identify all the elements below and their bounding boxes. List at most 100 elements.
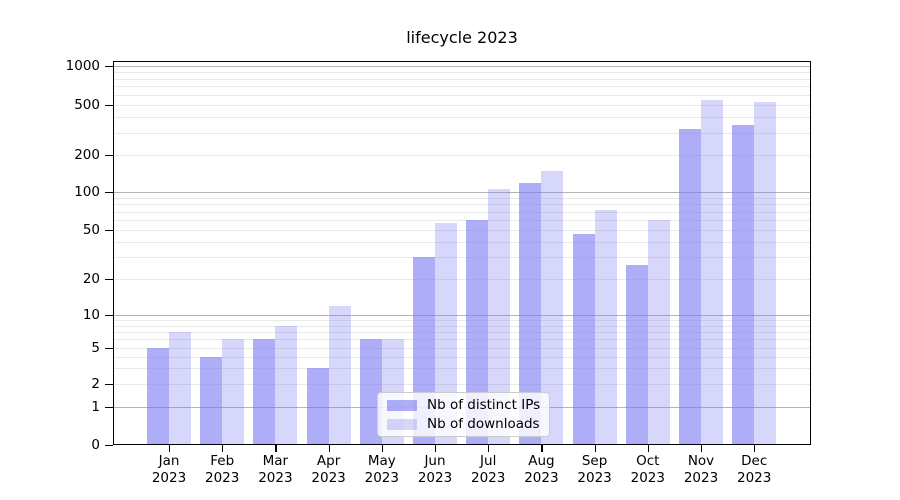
x-tick-mark: [488, 445, 490, 452]
y-tick-label: 2: [91, 376, 100, 392]
y-gridline-minor: [114, 94, 810, 96]
y-gridline-minor: [114, 331, 810, 333]
bar-distinct-ips-oct: [625, 264, 648, 444]
x-tick-mark: [169, 445, 171, 452]
y-gridline-minor: [114, 155, 810, 156]
bar-distinct-ips-aug: [519, 183, 542, 444]
x-tick-label-oct: Oct 2023: [630, 453, 665, 486]
bar-distinct-ips-apr: [306, 368, 329, 444]
y-gridline-minor: [114, 117, 810, 119]
legend-swatch-icon: [387, 418, 417, 430]
legend-swatch-icon: [387, 399, 417, 411]
y-gridline-minor: [114, 241, 810, 243]
legend-label: Nb of downloads: [427, 416, 540, 432]
y-tick-mark: [105, 192, 113, 194]
x-tick-mark: [701, 445, 703, 452]
bar-downloads-nov: [701, 99, 723, 444]
bar-downloads-dec: [754, 102, 777, 444]
y-gridline-minor: [114, 339, 810, 341]
bar-distinct-ips-sep: [572, 234, 595, 444]
x-tick-mark: [275, 445, 277, 452]
x-tick-mark: [435, 445, 437, 452]
x-tick-label-sep: Sep 2023: [577, 453, 612, 486]
x-tick-label-aug: Aug 2023: [524, 453, 559, 486]
y-gridline-minor: [114, 71, 810, 73]
y-tick-label: 20: [82, 271, 100, 287]
x-tick-label-feb: Feb 2023: [205, 453, 240, 486]
x-tick-label-nov: Nov 2023: [683, 453, 719, 486]
x-tick-mark: [328, 445, 330, 452]
bar-distinct-ips-jan: [147, 348, 169, 444]
y-gridline-minor: [114, 356, 810, 358]
bar-downloads-oct: [647, 220, 670, 444]
y-tick-label: 0: [91, 437, 100, 453]
x-tick-mark: [647, 445, 650, 452]
legend: Nb of distinct IPs Nb of downloads: [377, 392, 551, 437]
y-tick-label: 500: [74, 97, 100, 113]
legend-item: Nb of downloads: [387, 416, 540, 432]
y-tick-label: 5: [91, 340, 100, 356]
y-tick-label: 200: [74, 147, 100, 163]
y-gridline-minor: [114, 211, 810, 213]
y-gridline-minor: [114, 368, 810, 370]
y-gridline-minor: [114, 132, 810, 134]
chart-title: lifecycle 2023: [406, 28, 518, 47]
x-tick-mark: [754, 445, 756, 452]
x-tick-label-jun: Jun 2023: [417, 453, 453, 486]
y-tick-mark: [105, 315, 113, 317]
y-tick-mark: [105, 279, 113, 281]
plot-area: [113, 61, 811, 445]
y-gridline-major: [114, 315, 810, 316]
y-gridline-major: [114, 192, 810, 193]
bar-distinct-ips-dec: [732, 125, 755, 444]
x-tick-mark: [594, 445, 596, 452]
y-tick-mark: [105, 445, 113, 447]
y-gridline-minor: [114, 105, 810, 106]
y-gridline-minor: [114, 220, 810, 221]
y-tick-mark: [105, 155, 113, 157]
y-gridline-minor: [114, 197, 810, 199]
y-tick-mark: [105, 66, 113, 68]
y-gridline-minor: [114, 78, 810, 80]
x-tick-label-jul: Jul 2023: [471, 453, 506, 486]
y-tick-mark: [105, 230, 113, 232]
x-tick-label-mar: Mar 2023: [258, 453, 293, 486]
y-gridline-minor: [114, 325, 810, 327]
bar-downloads-sep: [594, 210, 617, 444]
x-tick-label-dec: Dec 2023: [737, 453, 772, 486]
bar-distinct-ips-jul: [466, 220, 489, 444]
y-gridline-minor: [114, 348, 810, 349]
y-gridline-minor: [114, 279, 810, 280]
x-tick-label-jan: Jan 2023: [151, 453, 187, 486]
bar-distinct-ips-feb: [200, 356, 223, 444]
y-tick-label: 1000: [65, 58, 100, 74]
x-tick-mark: [381, 445, 384, 452]
y-gridline-minor: [114, 204, 810, 206]
bar-distinct-ips-may: [359, 339, 382, 444]
bar-downloads-apr: [328, 305, 351, 444]
legend-item: Nb of distinct IPs: [387, 397, 540, 413]
y-gridline-minor: [114, 320, 810, 322]
y-gridline-major: [114, 66, 810, 67]
bar-distinct-ips-nov: [679, 129, 701, 444]
x-tick-mark: [222, 445, 224, 452]
bar-downloads-jun: [435, 222, 457, 444]
y-tick-label: 1: [91, 399, 100, 415]
y-gridline-minor: [114, 257, 810, 259]
x-tick-label-may: May 2023: [364, 453, 399, 486]
y-tick-label: 100: [74, 184, 100, 200]
y-gridline-minor: [114, 384, 810, 385]
legend-label: Nb of distinct IPs: [427, 397, 541, 413]
y-tick-mark: [105, 384, 113, 386]
bar-downloads-mar: [275, 325, 298, 444]
bar-distinct-ips-mar: [253, 339, 276, 444]
y-gridline-minor: [114, 230, 810, 231]
y-tick-label: 50: [82, 222, 100, 238]
y-tick-mark: [105, 407, 113, 409]
x-tick-label-apr: Apr 2023: [311, 453, 346, 486]
bar-downloads-jul: [488, 188, 511, 444]
x-tick-mark: [541, 445, 543, 452]
bar-downloads-feb: [222, 339, 245, 444]
bar-downloads-aug: [541, 171, 564, 444]
